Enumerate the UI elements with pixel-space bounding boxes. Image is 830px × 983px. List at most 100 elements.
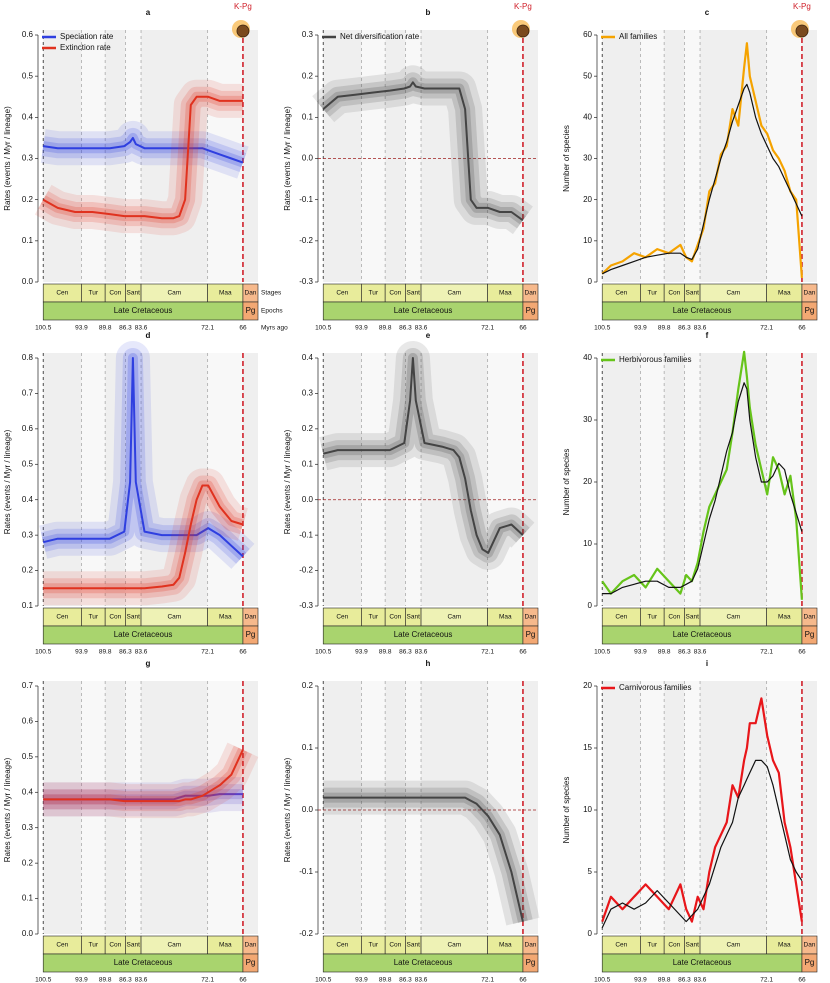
y-tick-label: 0.7 — [22, 389, 34, 398]
stage-label: Dan — [245, 614, 257, 621]
stage-label: Cen — [615, 290, 627, 297]
legend-label: Speciation rate — [60, 32, 114, 41]
y-tick-label: -0.1 — [299, 530, 313, 539]
stage-shade — [700, 353, 767, 606]
x-tick-label: 66 — [798, 325, 806, 332]
stage-label: Sant — [407, 942, 421, 949]
y-tick-label: 5 — [588, 867, 593, 876]
x-tick-label: 72.1 — [201, 325, 214, 332]
event-label: K-Pg — [514, 2, 532, 11]
stage-shade — [323, 30, 362, 282]
x-tick-label: 83.6 — [415, 649, 428, 656]
x-tick-label: 83.6 — [694, 649, 707, 656]
stage-shade — [487, 681, 523, 934]
stage-shade — [522, 681, 538, 934]
stage-label: Dan — [525, 614, 537, 621]
y-tick-label: 0.3 — [22, 154, 34, 163]
y-tick-label: -0.2 — [299, 236, 313, 245]
legend-label: All families — [619, 32, 657, 41]
y-tick-label: 0.1 — [302, 459, 314, 468]
stage-shade — [207, 681, 243, 934]
y-tick-label: 10 — [583, 805, 592, 814]
stage-label: Tur — [369, 942, 379, 949]
stage-shade — [700, 30, 767, 282]
y-tick-label: 60 — [583, 30, 592, 39]
stage-label: Con — [109, 290, 121, 297]
x-tick-label: 72.1 — [201, 977, 214, 983]
stage-shade — [602, 30, 641, 282]
stage-label: Con — [668, 942, 680, 949]
stage-label: Tur — [648, 614, 658, 621]
stage-label: Tur — [89, 614, 99, 621]
y-tick-label: 0.0 — [22, 929, 34, 938]
series-line — [43, 136, 244, 164]
stage-label: Sant — [686, 614, 700, 621]
stage-shade — [405, 681, 422, 934]
y-tick-label: 0.0 — [22, 277, 34, 286]
x-tick-label: 83.6 — [415, 325, 428, 332]
x-tick-label: 100.5 — [35, 325, 52, 332]
epoch-label: Late Cretaceous — [114, 306, 173, 315]
meteor — [236, 24, 250, 38]
epoch-box — [801, 625, 818, 645]
epoch-label: Late Cretaceous — [673, 306, 732, 315]
y-tick-label: 0.3 — [302, 30, 314, 39]
stage-shade — [766, 353, 802, 606]
stage-label: Maa — [499, 942, 512, 949]
stage-shade — [766, 681, 802, 934]
y-axis-title: Rates (events / Myr / lineage) — [283, 757, 292, 862]
panel-label: c — [705, 8, 710, 17]
stage-shade — [43, 353, 82, 606]
stage-shade — [664, 353, 685, 606]
y-tick-label: 50 — [583, 71, 592, 80]
epoch-label: Pg — [805, 958, 815, 967]
y-tick-label: 0.2 — [302, 424, 314, 433]
stage-shade — [105, 30, 126, 282]
epoch-box — [242, 301, 259, 321]
epoch-label: Late Cretaceous — [673, 630, 732, 639]
stage-shade — [323, 353, 362, 606]
y-tick-label: 0.2 — [302, 71, 314, 80]
y-axis-title: Number of species — [562, 777, 571, 844]
epoch-label: Pg — [526, 958, 536, 967]
event-label: K-Pg — [793, 2, 811, 11]
stage-shade — [105, 353, 126, 606]
x-tick-label: 86.3 — [678, 977, 691, 983]
x-tick-label: 86.3 — [399, 649, 412, 656]
x-tick-label: 86.3 — [119, 977, 132, 983]
epoch-label: Pg — [246, 630, 256, 639]
epoch-label: Late Cretaceous — [114, 630, 173, 639]
stage-shade — [125, 30, 142, 282]
stage-label: Dan — [804, 942, 816, 949]
stage-label: Cen — [56, 290, 68, 297]
panel-label: e — [426, 331, 431, 340]
stage-shade — [405, 30, 422, 282]
x-tick-label: 93.9 — [634, 649, 647, 656]
stage-label: Con — [668, 614, 680, 621]
stage-label: Maa — [499, 614, 512, 621]
stage-shade — [81, 353, 106, 606]
stage-label: Maa — [499, 290, 512, 297]
y-tick-label: -0.1 — [299, 867, 313, 876]
stage-label: Maa — [219, 942, 232, 949]
y-axis-title: Rates (events / Myr / lineage) — [3, 757, 12, 862]
x-tick-label: 66 — [239, 649, 247, 656]
stage-label: Dan — [245, 942, 257, 949]
y-tick-label: 0.1 — [22, 894, 34, 903]
series-line — [601, 83, 803, 275]
stage-shade — [522, 30, 538, 282]
x-tick-label: 89.8 — [99, 977, 112, 983]
y-tick-label: 20 — [583, 477, 592, 486]
epoch-box — [801, 953, 818, 973]
x-tick-label: 89.8 — [658, 649, 671, 656]
legend-label: Carnivorous families — [619, 683, 691, 692]
stage-shade — [522, 353, 538, 606]
stage-label: Tur — [369, 614, 379, 621]
stage-shade — [405, 353, 422, 606]
x-tick-label: 86.3 — [678, 649, 691, 656]
stage-shade — [801, 30, 817, 282]
y-tick-label: 0.0 — [302, 154, 314, 163]
stage-label: Maa — [219, 290, 232, 297]
stage-label: Cen — [615, 942, 627, 949]
legend-label: Herbivorous families — [619, 355, 691, 364]
